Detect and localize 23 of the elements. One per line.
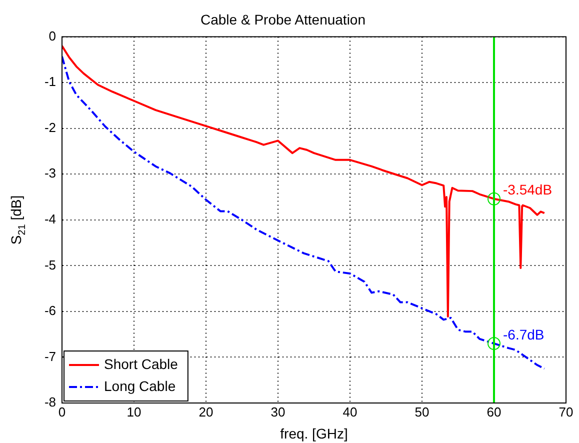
y-tick-label: -2: [44, 120, 56, 135]
x-tick-label: 60: [486, 404, 502, 420]
x-tick-label: 40: [342, 404, 358, 420]
x-tick-label: 70: [558, 404, 574, 420]
legend-label: Long Cable: [104, 378, 176, 394]
y-tick-label: 0: [48, 28, 56, 44]
y-tick-label: -8: [44, 394, 56, 410]
y-tick-label: -7: [44, 348, 56, 364]
y-tick-label: -6: [44, 303, 56, 318]
y-tick-label: -3: [44, 166, 56, 181]
annotation: -3.54dB: [503, 182, 552, 198]
x-tick-label: 10: [126, 404, 142, 420]
y-tick-label: -4: [44, 211, 56, 226]
chart-title: Cable & Probe Attenuation: [200, 11, 366, 28]
x-tick-label: 30: [270, 404, 286, 420]
x-tick-label: 0: [58, 404, 66, 420]
x-tick-label: 50: [414, 404, 430, 420]
x-axis-title: freq. [GHz]: [280, 425, 348, 442]
x-tick-label: 20: [198, 404, 214, 420]
annotation: -6.7dB: [503, 326, 544, 342]
legend-label: Short Cable: [104, 356, 178, 372]
y-tick-label: -5: [44, 257, 56, 272]
y-tick-label: -1: [44, 74, 56, 90]
